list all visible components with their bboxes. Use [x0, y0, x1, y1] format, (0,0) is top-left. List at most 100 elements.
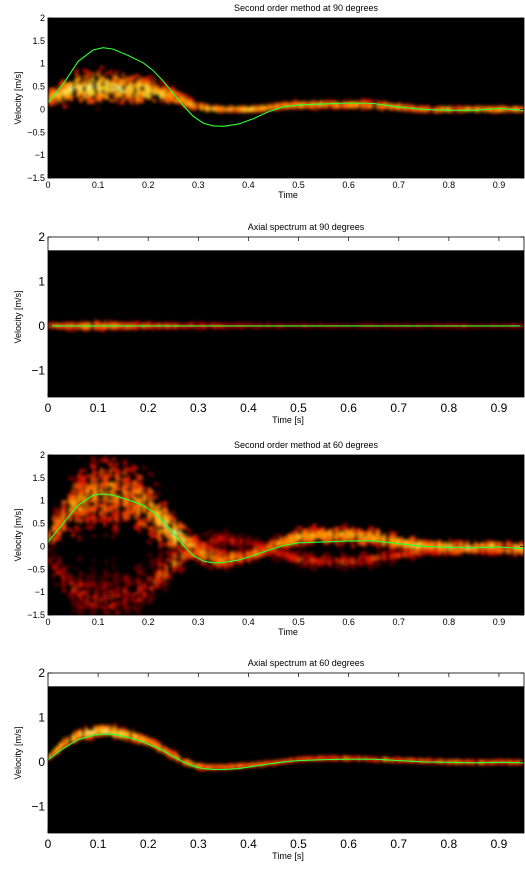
- spectrum-cell: [121, 101, 125, 105]
- spectrum-cell: [406, 539, 411, 544]
- spectrum-cell: [74, 511, 79, 516]
- spectrum-cell: [276, 323, 280, 327]
- spectrum-cell: [230, 107, 235, 110]
- spectrum-cell: [93, 325, 99, 328]
- spectrum-cell: [410, 545, 416, 548]
- spectrum-cell: [53, 520, 58, 524]
- x-tick-label: 0.5: [292, 180, 305, 190]
- spectrum-cell: [227, 105, 232, 109]
- spectrum-cell-mirror: [346, 559, 349, 562]
- spectrum-cell: [137, 482, 143, 487]
- spectrum-cell: [120, 321, 125, 324]
- spectrum-cell-mirror: [52, 563, 58, 568]
- spectrum-cell: [61, 505, 67, 510]
- spectrum-cell: [272, 541, 275, 545]
- spectrum-cell: [304, 542, 309, 545]
- spectrum-cell: [179, 98, 185, 102]
- spectrum-cell: [416, 109, 421, 113]
- spectrum-cell: [345, 323, 348, 327]
- spectrum-cell: [65, 91, 70, 96]
- spectrum-cell: [79, 91, 83, 95]
- spectrum-cell: [150, 514, 154, 518]
- spectrum-cell: [142, 495, 147, 501]
- spectrum-cell: [178, 537, 181, 542]
- spectrum-cell: [343, 100, 347, 104]
- spectrum-cell: [200, 560, 204, 566]
- spectrum-cell: [143, 501, 146, 505]
- spectrum-cell: [450, 105, 454, 109]
- spectrum-cell: [126, 509, 131, 514]
- spectrum-cell-mirror: [134, 566, 138, 570]
- spectrum-cell: [336, 531, 340, 536]
- spectrum-cell: [179, 95, 185, 98]
- spectrum-cell: [162, 519, 167, 522]
- spectrum-cell: [115, 79, 119, 82]
- spectrum-cell: [153, 482, 158, 486]
- spectrum-cell: [286, 537, 290, 542]
- spectrum-cell-mirror: [173, 558, 177, 562]
- spectrum-cell-mirror: [67, 564, 73, 568]
- spectrum-cell: [124, 94, 130, 100]
- spectrum-cell-mirror: [99, 576, 104, 580]
- spectrum-cell-mirror: [267, 549, 271, 553]
- spectrum-cell: [273, 104, 277, 107]
- spectrum-cell-mirror: [388, 562, 394, 566]
- spectrum-cell-mirror: [217, 542, 222, 546]
- spectrum-cell: [77, 498, 82, 502]
- spectrum-cell: [129, 75, 135, 80]
- spectrum-cell: [205, 562, 209, 567]
- spectrum-cell-mirror: [316, 560, 321, 566]
- spectrum-cell: [357, 535, 360, 541]
- spectrum-cell: [61, 524, 67, 527]
- spectrum-cell: [167, 99, 170, 103]
- spectrum-cell: [104, 474, 108, 479]
- spectrum-cell: [411, 536, 415, 541]
- spectrum-cell-mirror: [293, 556, 299, 561]
- spectrum-cell: [61, 515, 66, 519]
- spectrum-cell: [103, 503, 107, 507]
- spectrum-cell-mirror: [172, 561, 178, 566]
- spectrum-cell: [424, 322, 428, 327]
- spectrum-cell: [115, 473, 121, 476]
- spectrum-cell: [54, 102, 57, 106]
- spectrum-cell: [121, 81, 125, 85]
- spectrum-cell: [86, 518, 90, 523]
- spectrum-cell-mirror: [376, 555, 380, 560]
- spectrum-cell: [345, 537, 349, 540]
- x-axis-label: Time [s]: [272, 415, 304, 425]
- spectrum-cell: [68, 503, 72, 506]
- spectrum-cell: [68, 493, 72, 499]
- spectrum-cell-mirror: [77, 581, 82, 586]
- spectrum-cell: [236, 553, 240, 556]
- spectrum-cell: [75, 323, 81, 328]
- spectrum-cell: [369, 537, 373, 540]
- spectrum-cell: [155, 84, 159, 89]
- spectrum-cell: [214, 557, 218, 563]
- spectrum-cell: [130, 98, 134, 103]
- spectrum-cell: [396, 540, 402, 545]
- spectrum-cell-mirror: [99, 626, 104, 630]
- spectrum-cell: [126, 486, 130, 489]
- spectrum-cell: [142, 466, 147, 469]
- spectrum-cell: [147, 322, 151, 326]
- spectrum-cell-mirror: [82, 590, 86, 595]
- spectrum-cell-mirror: [218, 544, 221, 549]
- spectrum-cell: [92, 505, 96, 510]
- spectrum-cell: [94, 518, 98, 522]
- spectrum-cell: [103, 522, 107, 528]
- spectrum-cell: [85, 525, 91, 530]
- spectrum-cell-mirror: [302, 562, 306, 567]
- spectrum-cell-mirror: [174, 563, 177, 568]
- spectrum-cell: [82, 501, 86, 506]
- spectrum-cell: [194, 539, 198, 544]
- spectrum-cell: [191, 543, 195, 548]
- spectrum-cell: [173, 518, 177, 523]
- spectrum-cell-mirror: [123, 601, 127, 604]
- spectrum-cell: [370, 107, 374, 111]
- spectrum-cell-mirror: [53, 571, 58, 575]
- spectrum-cell: [116, 511, 120, 516]
- y-tick-label: 1.5: [32, 36, 45, 46]
- spectrum-cell: [167, 513, 172, 518]
- spectrum-cell-mirror: [279, 556, 284, 559]
- spectrum-cell: [94, 486, 98, 491]
